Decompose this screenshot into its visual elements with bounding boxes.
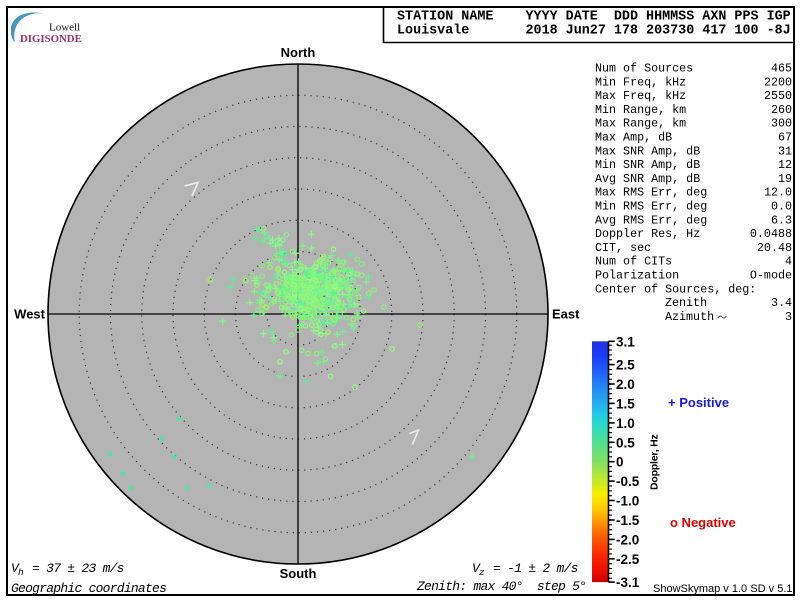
svg-text:4: 4 [785,255,792,269]
svg-text:300: 300 [771,117,792,131]
svg-text:20.48: 20.48 [757,241,792,255]
svg-text:East: East [552,307,580,322]
svg-text:0.5: 0.5 [616,435,635,450]
svg-text:0: 0 [616,455,624,470]
svg-text:O-mode: O-mode [750,269,792,283]
svg-text:= 37 ± 23 m/s: = 37 ± 23 m/s [25,561,124,576]
svg-text:260: 260 [771,103,792,117]
svg-text:Min Freq, kHz: Min Freq, kHz [595,75,686,89]
svg-text:DIGISONDE: DIGISONDE [20,33,82,45]
svg-text:-2.5: -2.5 [616,552,640,567]
svg-text:Num of Sources: Num of Sources [595,62,693,76]
svg-text:+ Positive: + Positive [668,395,729,410]
svg-text:V: V [472,561,481,576]
svg-text:Center of Sources, deg:: Center of Sources, deg: [595,282,756,296]
svg-text:SD v 5.1: SD v 5.1 [750,583,792,595]
svg-text:3.1: 3.1 [616,334,635,349]
svg-text:CIT, sec: CIT, sec [595,241,651,255]
svg-text:3.4: 3.4 [771,296,792,310]
svg-text:2018 Jun27 178 203730 417 100: 2018 Jun27 178 203730 417 100 -8J [526,24,791,39]
svg-text:STATION NAME: STATION NAME [397,9,493,24]
svg-text:V: V [11,561,20,576]
svg-text:2550: 2550 [764,89,792,103]
svg-text:1.5: 1.5 [616,396,635,411]
svg-text:Polarization: Polarization [595,269,679,283]
svg-text:YYYY DATE DDD HHMMSS AXN PPS: YYYY DATE DDD HHMMSS AXN PPS IGP [526,9,791,24]
svg-text:12.0: 12.0 [764,186,792,200]
svg-text:2.0: 2.0 [616,377,635,392]
svg-text:Num of CITs: Num of CITs [595,255,672,269]
svg-text:12: 12 [778,158,792,172]
svg-text:0.0: 0.0 [771,200,792,214]
svg-text:Min RMS Err, deg: Min RMS Err, deg [595,200,707,214]
svg-text:West: West [14,307,45,322]
svg-text:South: South [280,566,317,581]
svg-text:67: 67 [778,131,792,145]
svg-text:Azimuth: Azimuth [665,310,714,324]
svg-text:1.0: 1.0 [616,416,635,431]
svg-text:ShowSkymap v 1.0: ShowSkymap v 1.0 [653,583,747,595]
svg-text:o Negative: o Negative [670,515,736,530]
svg-text:Avg RMS Err, deg: Avg RMS Err, deg [595,213,707,227]
svg-text:6.3: 6.3 [771,213,792,227]
svg-text:Min Range, km: Min Range, km [595,103,686,117]
svg-text:19: 19 [778,172,792,186]
svg-text:2.5: 2.5 [616,358,635,373]
svg-text:-1.0: -1.0 [616,494,639,509]
svg-text:Zenith: Zenith [665,296,707,310]
svg-text:-1.5: -1.5 [616,513,640,528]
svg-text:North: North [281,45,316,60]
svg-text:0.0488: 0.0488 [750,227,792,241]
svg-text:h: h [18,567,24,578]
svg-text:Lowell: Lowell [49,22,80,34]
svg-text:-3.1: -3.1 [616,575,640,590]
svg-text:Louisvale: Louisvale [397,24,469,39]
svg-text:2200: 2200 [764,75,792,89]
svg-text:-2.0: -2.0 [616,532,639,547]
svg-text:3: 3 [785,310,792,324]
svg-text:Avg SNR Amp, dB: Avg SNR Amp, dB [595,172,700,186]
svg-text:Max RMS Err, deg: Max RMS Err, deg [595,186,707,200]
svg-text:465: 465 [771,62,792,76]
svg-text:Zenith: max 40° step 5°: Zenith: max 40° step 5° [416,579,586,594]
svg-text:Max SNR Amp, dB: Max SNR Amp, dB [595,144,700,158]
svg-text:Doppler, Hz: Doppler, Hz [649,434,661,490]
svg-text:Max Freq, kHz: Max Freq, kHz [595,89,686,103]
svg-text:= -1 ± 2 m/s: = -1 ± 2 m/s [486,561,578,576]
svg-text:-0.5: -0.5 [616,474,640,489]
svg-text:Geographic coordinates: Geographic coordinates [11,581,166,596]
svg-text:31: 31 [778,144,792,158]
svg-text:z: z [479,567,485,578]
svg-text:Min SNR Amp, dB: Min SNR Amp, dB [595,158,700,172]
svg-text:Max Range, km: Max Range, km [595,117,686,131]
svg-text:Max Amp, dB: Max Amp, dB [595,131,672,145]
svg-text:Doppler Res, Hz: Doppler Res, Hz [595,227,700,241]
